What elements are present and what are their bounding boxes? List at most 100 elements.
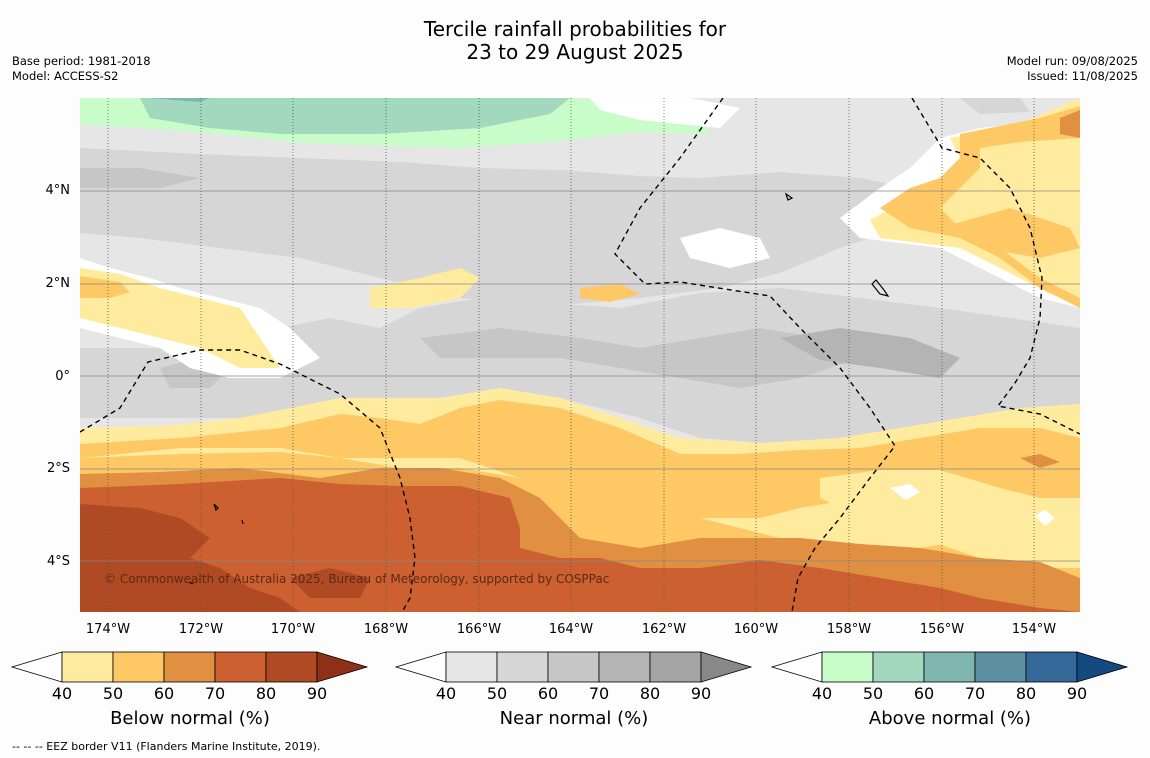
below-normal-70-patch-ne — [1060, 110, 1080, 138]
near-normal-60-patch-2 — [420, 328, 860, 388]
near-normal-60-patch-1 — [80, 168, 200, 188]
white-patch-se-1 — [890, 484, 920, 500]
below-normal-50-patch-se — [820, 470, 1080, 568]
lon-label-158w: 158°W — [826, 622, 872, 637]
model-label: Model: ACCESS-S2 — [12, 69, 119, 83]
title-line-1: Tercile rainfall probabilities for — [423, 17, 727, 41]
island-4 — [241, 519, 244, 525]
lon-label-172w: 172°W — [178, 622, 224, 637]
cb-near-tick-40: 40 — [435, 684, 457, 703]
cb-near-tick-90: 90 — [690, 684, 712, 703]
lon-label-162w: 162°W — [641, 622, 687, 637]
base-period-label: Base period: 1981-2018 — [12, 54, 151, 68]
cb-near-title: Near normal (%) — [499, 708, 649, 729]
cb-above-tick-60: 60 — [913, 684, 935, 703]
colorbar-above-normal — [770, 651, 1129, 683]
cb-above-swatch-3 — [923, 651, 976, 683]
near-normal-50-region-north — [80, 148, 930, 306]
eez-borders — [80, 98, 1080, 612]
eez-border-east — [911, 98, 1080, 435]
cb-near-swatch-4 — [598, 651, 651, 683]
copyright-text: © Commonwealth of Australia 2025, Bureau… — [104, 572, 610, 586]
island-5 — [188, 581, 194, 585]
map-title: Tercile rainfall probabilities for 23 to… — [0, 18, 1150, 64]
cb-near-swatch-6 — [700, 651, 753, 683]
graticule — [80, 190, 1080, 562]
meta-left: Base period: 1981-2018 Model: ACCESS-S2 — [12, 54, 151, 84]
cb-near-swatch-0 — [394, 651, 447, 683]
cb-above-swatch-2 — [872, 651, 925, 683]
lat-label-2s: 2°S — [46, 461, 70, 476]
below-normal-90-region-sw — [80, 504, 300, 612]
lon-label-160w: 160°W — [733, 622, 779, 637]
cb-below-swatch-5 — [265, 651, 318, 683]
lat-label-0: 0° — [55, 369, 70, 384]
cb-above-tick-50: 50 — [862, 684, 884, 703]
colorbar-below-normal — [10, 651, 369, 683]
cb-near-tick-60: 60 — [537, 684, 559, 703]
cb-near-swatch-1 — [445, 651, 498, 683]
below-normal-70-patch-se — [1020, 454, 1060, 468]
issued-label: Issued: 11/08/2025 — [1027, 69, 1138, 83]
near-normal-70-patch — [780, 328, 960, 378]
colorbar-near-normal — [394, 651, 753, 683]
island-2 — [871, 279, 890, 297]
cb-below-tick-40: 40 — [51, 684, 73, 703]
cb-near-swatch-2 — [496, 651, 549, 683]
lat-label-4n: 4°N — [45, 183, 71, 198]
white-patch-2 — [590, 98, 740, 128]
lon-label-156w: 156°W — [919, 622, 965, 637]
eez-border-west — [80, 349, 416, 612]
cb-near-swatch-3 — [547, 651, 600, 683]
meta-right: Model run: 09/08/2025 Issued: 11/08/2025 — [1007, 54, 1138, 84]
lat-label-2n: 2°N — [45, 276, 71, 291]
below-normal-60-patch-west — [80, 276, 130, 298]
white-patch-1 — [680, 228, 770, 268]
lon-label-174w: 174°W — [85, 622, 131, 637]
above-normal-60-region — [140, 98, 570, 134]
cb-near-tick-50: 50 — [486, 684, 508, 703]
lon-label-154w: 154°W — [1011, 622, 1057, 637]
lon-label-170w: 170°W — [270, 622, 316, 637]
cb-below-swatch-0 — [10, 651, 63, 683]
cb-above-tick-70: 70 — [964, 684, 986, 703]
rainfall-map: © Commonwealth of Australia 2025, Bureau… — [80, 98, 1080, 612]
below-normal-50-patch-mid — [370, 268, 480, 308]
lat-label-4s: 4°S — [46, 554, 70, 569]
cb-above-title: Above normal (%) — [868, 708, 1032, 729]
cb-above-tick-40: 40 — [811, 684, 833, 703]
cb-below-tick-70: 70 — [204, 684, 226, 703]
cb-above-swatch-5 — [1025, 651, 1078, 683]
cb-above-tick-80: 80 — [1015, 684, 1037, 703]
island-3 — [213, 503, 219, 512]
title-line-2: 23 to 29 August 2025 — [466, 40, 684, 64]
below-normal-60-patch-ne-inner — [940, 208, 1080, 258]
cb-below-swatch-1 — [61, 651, 114, 683]
cb-near-swatch-5 — [649, 651, 702, 683]
near-normal-50-patch-ne — [960, 98, 1030, 114]
cb-near-tick-80: 80 — [639, 684, 661, 703]
white-patch-se-2 — [1035, 510, 1055, 526]
cb-below-swatch-3 — [163, 651, 216, 683]
cb-above-swatch-1 — [821, 651, 874, 683]
cb-below-tick-60: 60 — [153, 684, 175, 703]
above-normal-70-region — [150, 98, 210, 102]
model-run-label: Model run: 09/08/2025 — [1006, 54, 1138, 68]
cb-below-title: Below normal (%) — [110, 708, 270, 729]
eez-legend-footer: -- -- -- EEZ border V11 (Flanders Marine… — [12, 740, 321, 753]
cb-below-tick-80: 80 — [255, 684, 277, 703]
lon-label-168w: 168°W — [363, 622, 409, 637]
below-normal-90-patch-south — [290, 568, 370, 598]
map-canvas — [80, 98, 1080, 612]
cb-above-swatch-0 — [770, 651, 823, 683]
cb-below-tick-50: 50 — [102, 684, 124, 703]
island-1 — [784, 192, 794, 201]
cb-below-swatch-6 — [316, 651, 369, 683]
cb-above-tick-90: 90 — [1066, 684, 1088, 703]
cb-below-tick-90: 90 — [306, 684, 328, 703]
islands — [188, 192, 890, 585]
cb-near-tick-70: 70 — [588, 684, 610, 703]
cb-above-swatch-6 — [1076, 651, 1129, 683]
cb-below-swatch-4 — [214, 651, 267, 683]
lon-label-166w: 166°W — [456, 622, 502, 637]
